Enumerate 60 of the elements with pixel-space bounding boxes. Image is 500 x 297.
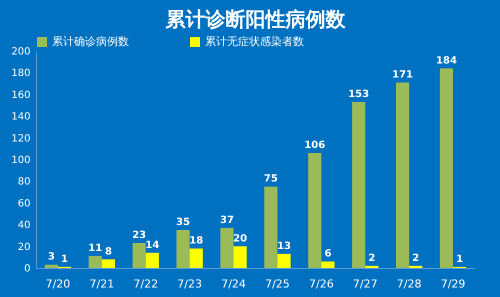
bar [321, 261, 335, 268]
bar [308, 152, 322, 268]
y-tick-label: 0 [24, 264, 30, 274]
data-label: 171 [392, 69, 414, 80]
data-label: 75 [264, 174, 278, 185]
data-label: 35 [176, 217, 190, 228]
data-label: 11 [88, 243, 102, 254]
x-tick-label: 7/28 [396, 278, 422, 290]
data-label: 37 [220, 214, 234, 226]
data-label: 8 [104, 246, 112, 258]
y-tick-label: 160 [11, 90, 30, 101]
bar [44, 264, 58, 268]
bar [234, 246, 247, 268]
bar [440, 68, 454, 268]
legend-label: 累计确诊病例数 [52, 35, 129, 48]
data-label: 1 [456, 254, 464, 265]
data-label: 20 [233, 233, 248, 244]
data-label: 2 [412, 252, 420, 264]
bar [396, 82, 410, 268]
bar [352, 102, 366, 268]
bar [220, 228, 234, 268]
y-tick-label: 100 [11, 155, 30, 166]
data-label: 13 [277, 240, 292, 252]
bar [146, 252, 159, 268]
chart-title: 累计诊断阳性病例数 [164, 7, 346, 31]
bar [190, 248, 203, 268]
x-tick-label: 7/29 [440, 278, 466, 290]
y-tick-label: 40 [18, 220, 30, 232]
data-label: 6 [324, 248, 332, 260]
bar [88, 256, 102, 268]
bar [176, 230, 190, 268]
data-label: 14 [145, 240, 160, 251]
bar [277, 254, 291, 268]
bar [264, 186, 278, 268]
x-tick-label: 7/23 [177, 278, 202, 290]
y-tick-label: 200 [11, 46, 30, 58]
x-tick-label: 7/21 [90, 278, 114, 290]
data-label: 184 [436, 55, 457, 66]
data-label: 18 [189, 235, 204, 246]
x-tick-label: 7/20 [46, 278, 70, 290]
data-label: 23 [132, 230, 146, 242]
data-label: 1 [61, 254, 68, 265]
x-tick-label: 7/26 [309, 278, 334, 290]
y-tick-label: 60 [18, 198, 30, 210]
y-tick-label: 140 [11, 112, 30, 123]
x-tick-label: 7/27 [352, 278, 378, 290]
data-label: 106 [304, 140, 326, 151]
bar [132, 243, 146, 268]
data-label: 3 [48, 252, 55, 263]
y-tick-label: 180 [11, 68, 30, 80]
x-tick-label: 7/25 [265, 278, 290, 290]
y-tick-label: 80 [18, 176, 30, 188]
x-tick-label: 7/24 [221, 278, 246, 290]
legend-label: 累计无症状感染者数 [205, 35, 304, 48]
data-label: 153 [348, 88, 370, 100]
bar [102, 259, 116, 268]
y-tick-label: 120 [11, 133, 30, 144]
x-tick-label: 7/22 [133, 278, 158, 290]
data-label: 2 [368, 252, 376, 264]
y-tick-label: 20 [18, 242, 30, 253]
